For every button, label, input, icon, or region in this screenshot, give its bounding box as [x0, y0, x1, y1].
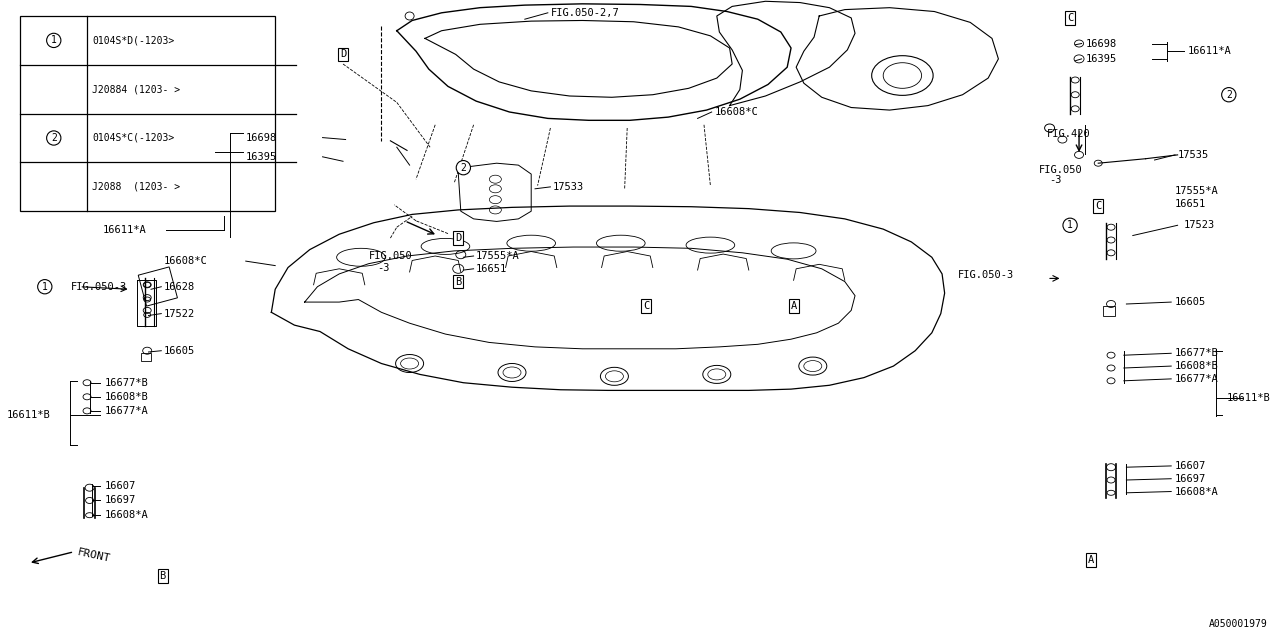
Text: 16395: 16395	[246, 152, 276, 162]
Text: 17533: 17533	[553, 182, 584, 192]
Text: B: B	[160, 571, 165, 581]
Bar	[20, 16, 275, 211]
Text: 0104S*D(-1203>: 0104S*D(-1203>	[92, 35, 174, 45]
Text: 16608*B: 16608*B	[1175, 361, 1219, 371]
Text: 16608*C: 16608*C	[164, 256, 207, 266]
Text: C: C	[1068, 13, 1073, 23]
Text: 16607: 16607	[1175, 461, 1206, 471]
Text: 16698: 16698	[1085, 38, 1116, 49]
Text: 17555*A: 17555*A	[476, 251, 520, 261]
Text: 17535: 17535	[1178, 150, 1208, 160]
Text: J2088  (1203- >: J2088 (1203- >	[92, 182, 180, 192]
Text: 16611*A: 16611*A	[102, 225, 146, 236]
Text: -3: -3	[378, 262, 390, 273]
Text: 16611*B: 16611*B	[1226, 393, 1270, 403]
Text: D: D	[340, 49, 346, 60]
Text: 16608*C: 16608*C	[714, 107, 758, 117]
Text: D: D	[456, 233, 461, 243]
Text: 1: 1	[51, 35, 56, 45]
Bar	[141, 353, 151, 361]
Text: 2: 2	[51, 133, 56, 143]
Text: FIG.050-2,7: FIG.050-2,7	[550, 8, 620, 18]
Text: C: C	[644, 301, 649, 311]
Text: 0104S*C(-1203>: 0104S*C(-1203>	[92, 133, 174, 143]
Text: 1: 1	[42, 282, 47, 292]
Text: 16697: 16697	[1175, 474, 1206, 484]
Text: FRONT: FRONT	[77, 547, 111, 564]
Text: 16607: 16607	[105, 481, 136, 492]
Text: 16698: 16698	[246, 132, 276, 143]
Text: 16608*B: 16608*B	[105, 392, 148, 402]
Text: 16611*B: 16611*B	[6, 410, 50, 420]
Text: C: C	[1096, 201, 1101, 211]
Text: 16611*A: 16611*A	[1188, 46, 1231, 56]
Text: FIG.050-3: FIG.050-3	[70, 282, 127, 292]
Text: FIG.420: FIG.420	[1047, 129, 1091, 140]
Bar	[1103, 306, 1115, 316]
Text: 16677*A: 16677*A	[1175, 374, 1219, 384]
Text: A050001979: A050001979	[1208, 619, 1267, 629]
Text: 2: 2	[461, 163, 466, 173]
Text: 17523: 17523	[1184, 220, 1215, 230]
Bar	[138, 267, 178, 306]
Text: A: A	[1088, 555, 1093, 565]
Text: 16605: 16605	[1175, 297, 1206, 307]
Text: 2: 2	[1226, 90, 1231, 100]
Text: 16628: 16628	[164, 282, 195, 292]
Text: FIG.050: FIG.050	[369, 251, 412, 261]
Text: J20884 (1203- >: J20884 (1203- >	[92, 84, 180, 94]
Text: 17555*A: 17555*A	[1175, 186, 1219, 196]
Text: 16651: 16651	[476, 264, 507, 274]
Text: FIG.050-3: FIG.050-3	[957, 270, 1014, 280]
Text: 16395: 16395	[1085, 54, 1116, 64]
Text: 16605: 16605	[164, 346, 195, 356]
Text: 16651: 16651	[1175, 198, 1206, 209]
Text: 1: 1	[1068, 220, 1073, 230]
Text: 17522: 17522	[164, 308, 195, 319]
Text: 16608*A: 16608*A	[1175, 486, 1219, 497]
Text: 16677*A: 16677*A	[105, 406, 148, 416]
Text: -3: -3	[1050, 175, 1062, 186]
Text: 16697: 16697	[105, 495, 136, 506]
Text: 16608*A: 16608*A	[105, 509, 148, 520]
Text: A: A	[791, 301, 796, 311]
Text: 16677*B: 16677*B	[1175, 348, 1219, 358]
Text: FIG.050: FIG.050	[1039, 164, 1083, 175]
Text: B: B	[456, 276, 461, 287]
Text: 16677*B: 16677*B	[105, 378, 148, 388]
